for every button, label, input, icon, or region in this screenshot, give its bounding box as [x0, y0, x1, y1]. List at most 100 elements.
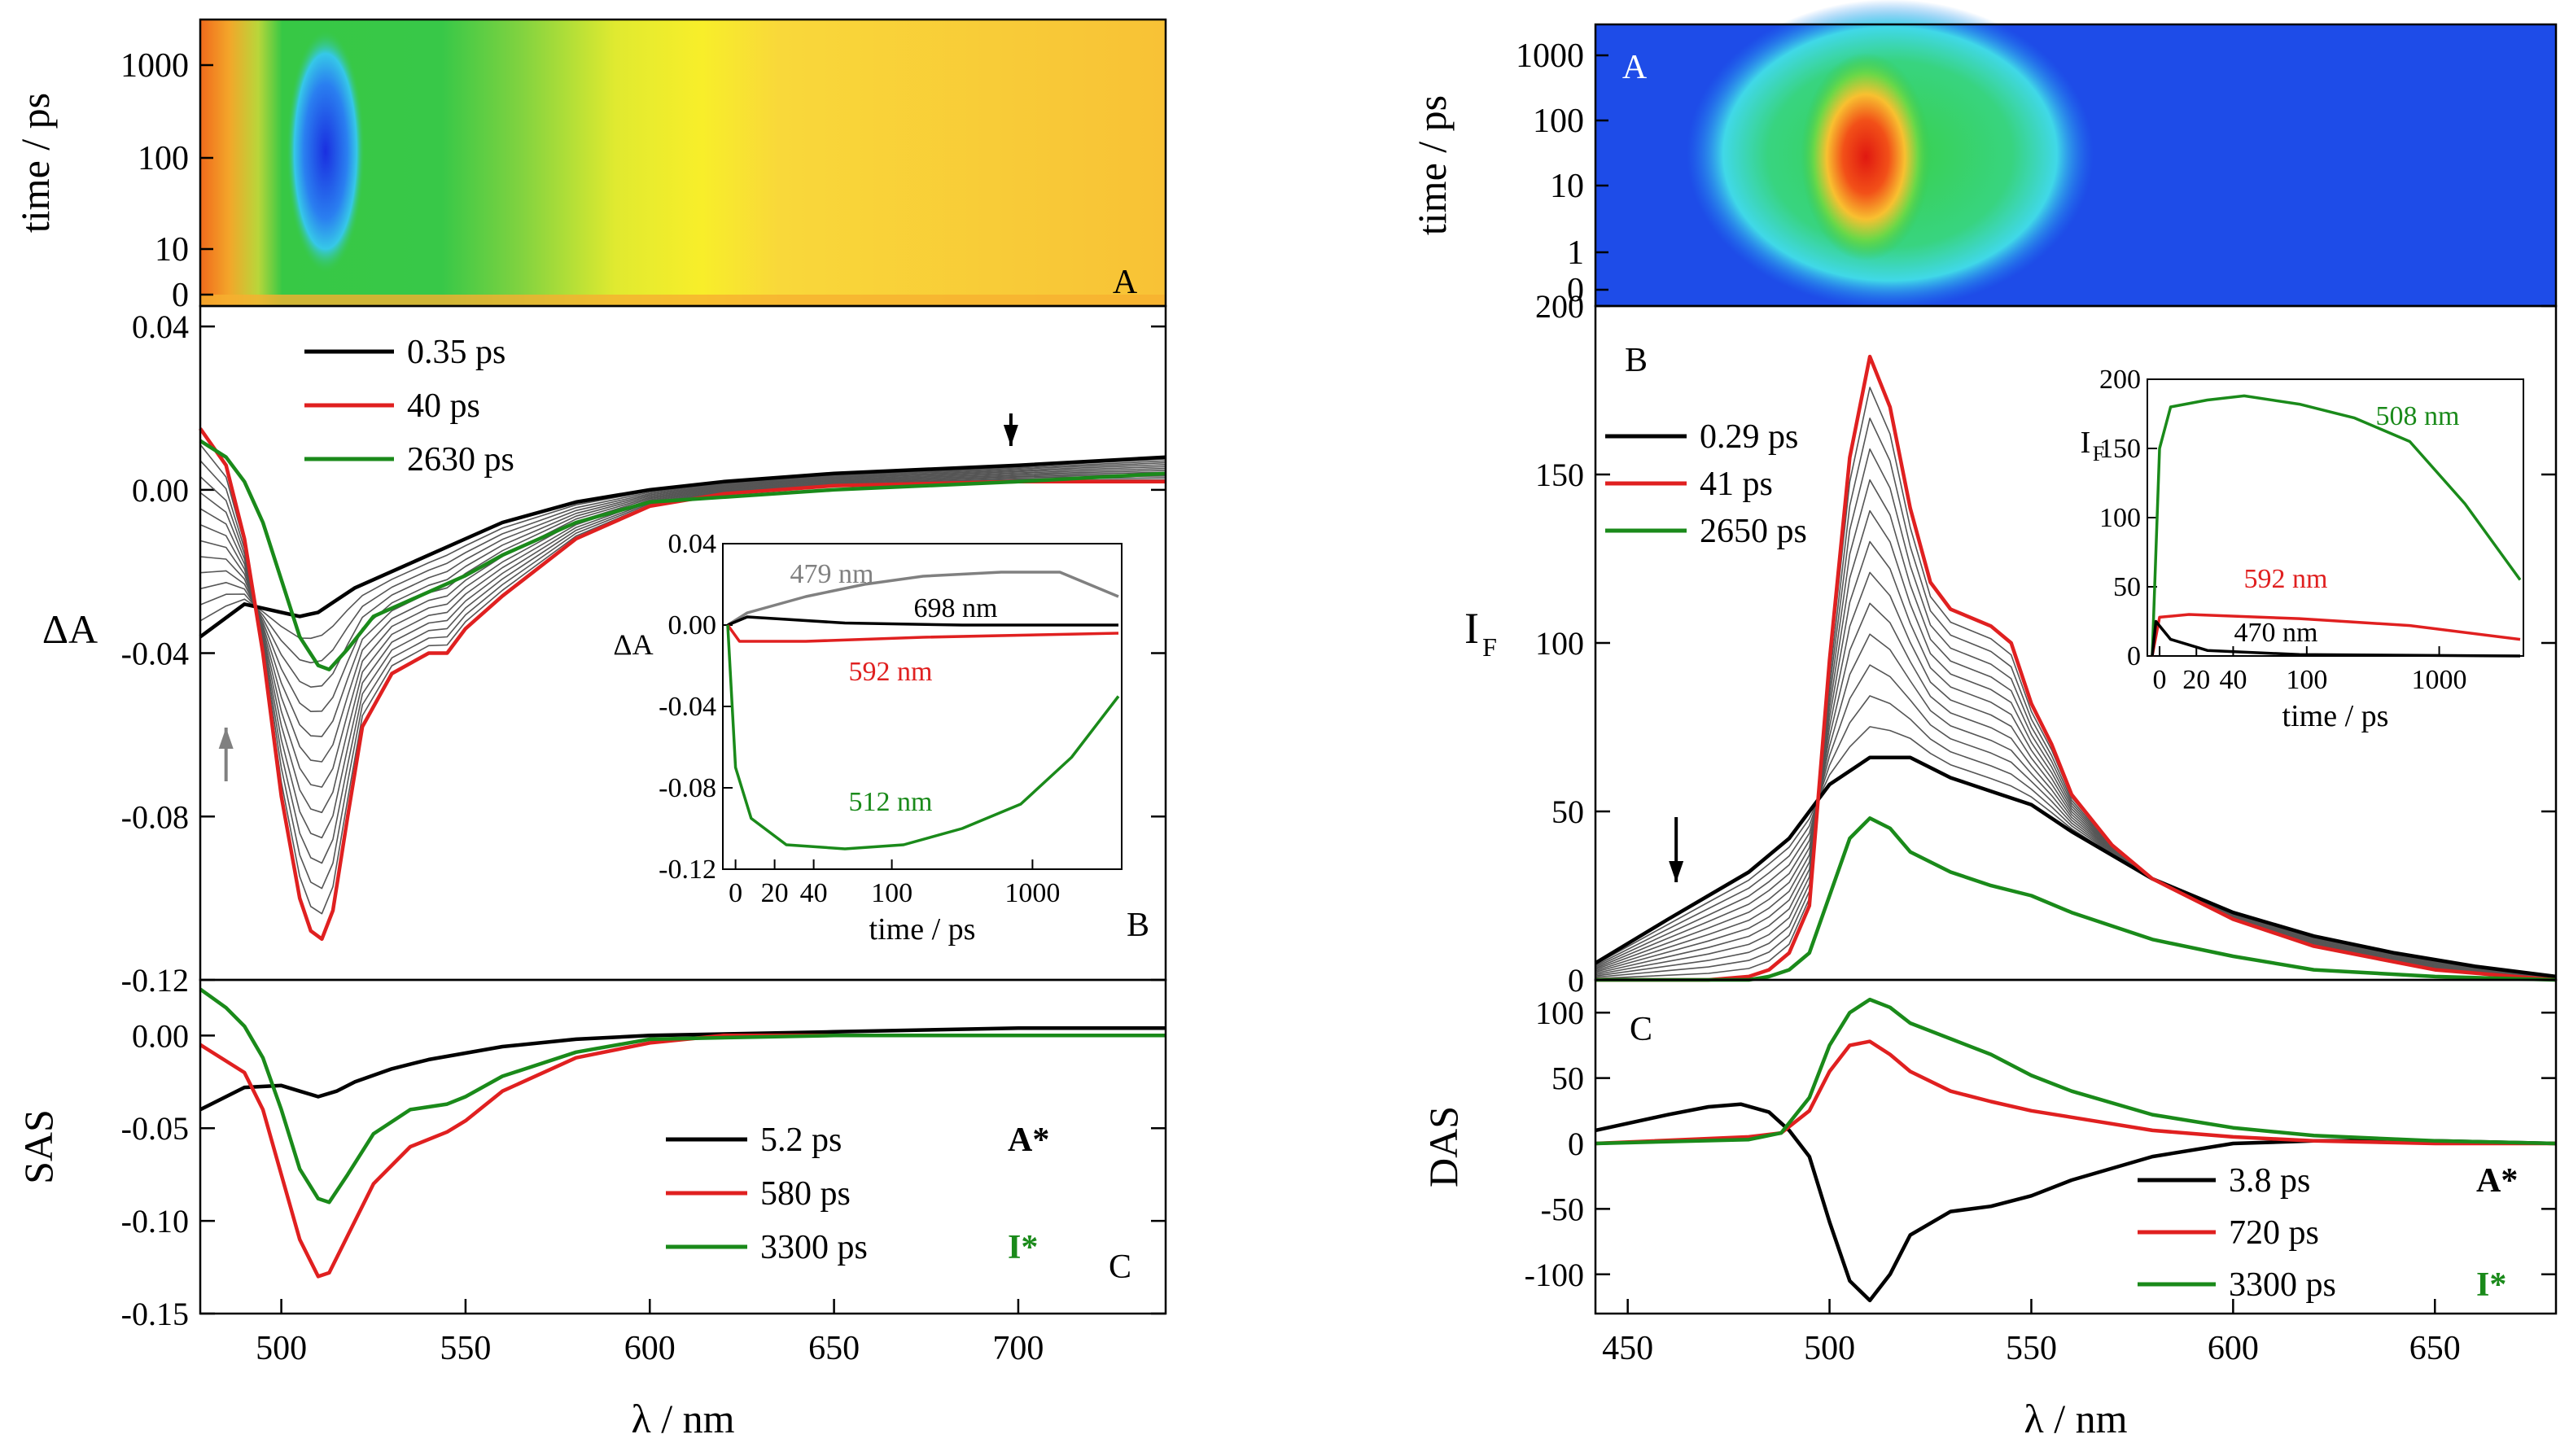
xtick-label: 650	[808, 1330, 860, 1367]
y-axis-label: time / ps	[1409, 95, 1455, 235]
left_B_inset-frame	[722, 543, 1123, 870]
xtick-label: 600	[624, 1330, 676, 1367]
panel-label: B	[1127, 907, 1149, 944]
series-line	[1595, 1102, 2557, 1303]
xtick-label: 1000	[2412, 665, 2467, 695]
inset-series-line	[2151, 394, 2522, 657]
inset-y-axis-label: I	[2081, 426, 2091, 460]
ytick-label: 1000	[120, 47, 189, 85]
inset-series-line	[726, 624, 1120, 850]
right_A-heatmap: 01 10 100 1000 time / ps A	[1409, 0, 2556, 309]
ytick-label: 0.04	[668, 529, 717, 559]
intermediate-trace	[199, 461, 1166, 689]
ytick-label: 150	[1535, 457, 1584, 493]
ytick-label: 0	[1567, 272, 1584, 309]
inset-series-label: 470 nm	[2234, 618, 2318, 648]
series-line	[1595, 997, 2557, 1146]
legend-label: 2630 ps	[407, 441, 514, 479]
ytick-label: 0	[172, 277, 189, 314]
y-axis-label: time / ps	[12, 93, 58, 233]
inset-series-label: 479 nm	[790, 559, 874, 589]
ytick-label: -0.10	[121, 1203, 189, 1240]
xtick-label: 0	[2153, 665, 2167, 695]
x-axis-label: λ / nm	[2024, 1396, 2127, 1441]
y-axis-label: I	[1464, 604, 1479, 653]
ytick-label: 10	[155, 231, 189, 269]
ytick-label: 100	[1535, 995, 1584, 1031]
xtick-label: 550	[440, 1330, 491, 1367]
series-line	[199, 987, 1166, 1205]
series-line	[1595, 816, 2557, 982]
ytick-label: -0.04	[121, 636, 189, 672]
series-line	[199, 1034, 1166, 1279]
ytick-label: 50	[1551, 794, 1584, 830]
legend-label: 41 ps	[1700, 466, 1773, 503]
ytick-label: 150	[2099, 434, 2141, 464]
legend-label: 3300 ps	[2229, 1266, 2336, 1304]
ytick-label: 200	[1535, 288, 1584, 325]
y-axis-label: DAS	[1420, 1106, 1466, 1187]
panel-label: A	[1622, 49, 1648, 86]
legend-label: 720 ps	[2229, 1214, 2319, 1252]
inset-series-label: 592 nm	[849, 657, 933, 687]
inset-x-axis-label: time / ps	[2282, 699, 2389, 733]
ytick-label: 1	[1567, 234, 1584, 272]
right_B_inset-inset: 0 50 100 150 200 0 20 40 100 1000 time / ps I F 508 n…	[2081, 365, 2524, 733]
arrow-down-698-head	[1003, 425, 1018, 446]
panel-label: A	[1113, 264, 1138, 301]
ytick-label: -0.08	[121, 798, 189, 835]
left_C-panel: -0.15 -0.10 -0.05 0.00 500 550 600 650 700 λ / nm…	[15, 987, 1166, 1441]
ytick-label: -0.08	[659, 773, 716, 803]
xtick-label: 450	[1602, 1330, 1653, 1367]
species-label: A*	[1008, 1122, 1049, 1159]
legend-label: 3300 ps	[760, 1229, 868, 1266]
heatmap-emission-max	[1801, 52, 1932, 261]
inset-series-label: 508 nm	[2376, 401, 2460, 431]
intermediate-trace	[1595, 602, 2557, 979]
panel-label: C	[1630, 1011, 1652, 1048]
xtick-label: 0	[729, 878, 742, 908]
ytick-label: -0.12	[659, 855, 716, 885]
heatmap-bleach-core	[286, 28, 365, 273]
legend-label: 2650 ps	[1700, 513, 1807, 550]
legend-label: 580 ps	[760, 1175, 851, 1213]
ytick-label: -50	[1541, 1191, 1584, 1227]
ytick-label: 0.00	[132, 472, 189, 509]
y-axis-label: ΔA	[42, 606, 98, 652]
heatmap-time-zero-band	[200, 295, 1166, 306]
ytick-label: -100	[1525, 1257, 1584, 1293]
xtick-label: 100	[871, 878, 912, 908]
ytick-label: 10	[1550, 168, 1584, 205]
ytick-label: 100	[1533, 103, 1584, 140]
ytick-label: 50	[2113, 572, 2141, 602]
series-line	[199, 439, 1166, 671]
ytick-label: -0.05	[121, 1110, 189, 1147]
species-label: I*	[1008, 1229, 1038, 1266]
ytick-label: -0.12	[121, 962, 189, 999]
legend-label: 40 ps	[407, 387, 480, 425]
arrow-up-485-head	[218, 728, 234, 749]
series-line	[1594, 755, 2557, 979]
inset-series-line	[2151, 619, 2521, 658]
ytick-label: 0	[1568, 1126, 1584, 1162]
xtick-label: 1000	[1004, 878, 1060, 908]
xtick-label: 20	[2182, 665, 2210, 695]
right_B_inset-frame	[2147, 378, 2524, 657]
xtick-label: 700	[992, 1330, 1044, 1367]
intermediate-trace	[199, 473, 1166, 839]
right_C-panel: -100 -50 0 50 100 450 500 550 600 650 λ / nm 3.8 ps…	[1420, 995, 2557, 1441]
inset-x-axis-label: time / ps	[869, 912, 976, 947]
xtick-label: 40	[2219, 665, 2247, 695]
xtick-label: 650	[2409, 1330, 2461, 1367]
legend-label: 5.2 ps	[760, 1122, 842, 1159]
left_C-frame	[199, 978, 1167, 1315]
intermediate-trace	[1595, 695, 2557, 978]
panel-label: B	[1625, 342, 1648, 379]
intermediate-trace	[199, 475, 1166, 864]
y-axis-label-subscript: F	[1482, 632, 1497, 662]
xtick-label: 500	[1804, 1330, 1855, 1367]
ytick-label: 0	[2127, 641, 2141, 671]
ytick-label: 200	[2099, 365, 2141, 395]
